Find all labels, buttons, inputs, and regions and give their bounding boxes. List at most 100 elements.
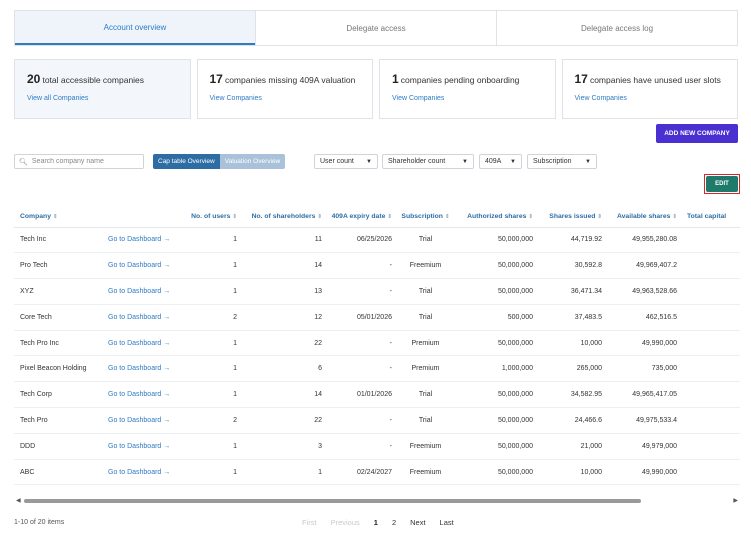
go-to-dashboard-link[interactable]: Go to Dashboard → [104,330,184,357]
summary-cards: 20 total accessible companies View all C… [14,59,738,119]
arrow-right-icon: → [161,442,171,450]
expiry-date-cell: - [326,278,396,305]
expiry-date-cell: - [326,330,396,357]
shareholders-cell: 14 [241,381,326,409]
company-name-cell: ABC [14,459,104,486]
sort-icon[interactable]: ⇕ [528,214,533,221]
sort-icon[interactable]: ⇕ [317,214,322,221]
subscription-cell: Trial [396,407,455,434]
authorized-shares-cell: 500,000 [455,304,537,331]
column-header-available-shares[interactable]: Available shares ⇕ [606,207,681,228]
expiry-date-cell: - [326,407,396,434]
last-page-button[interactable]: Last [439,518,454,527]
column-header-subscription[interactable]: Subscription ⇕ [396,207,455,228]
go-to-dashboard-link[interactable]: Go to Dashboard → [104,459,184,486]
view-companies-link[interactable]: View Companies [209,95,262,102]
column-header-409a-expiry[interactable]: 409A expiry date ⇕ [326,207,396,228]
table-row[interactable]: Tech Inc Go to Dashboard → 1 11 06/25/2026 Tr… [14,227,740,254]
scroll-right-icon[interactable]: ▶ [733,498,738,504]
card-count: 1 [392,72,399,86]
subscription-cell: Freemium [396,433,455,460]
go-to-dashboard-link[interactable]: Go to Dashboard → [104,227,184,254]
users-cell: 1 [184,433,241,460]
table-row[interactable]: Tech Pro Inc Go to Dashboard → 1 22- Premium… [14,330,740,357]
tab-account-overview[interactable]: Account overview [15,11,255,45]
table-row[interactable]: ABC Go to Dashboard → 1 1 02/24/2027 Freemium… [14,459,740,486]
company-name-cell: Tech Inc [14,227,104,254]
409a-dropdown[interactable]: 409A ▼ [479,154,522,169]
go-to-dashboard-link[interactable]: Go to Dashboard → [104,355,184,383]
shares-issued-cell: 24,466.6 [537,407,606,434]
tab-delegate-access-log[interactable]: Delegate access log [496,11,737,45]
users-cell: 2 [184,304,241,331]
go-to-dashboard-link[interactable]: Go to Dashboard → [104,278,184,305]
column-header-authorized-shares[interactable]: Authorized shares ⇕ [455,207,537,228]
shareholders-cell: 6 [241,355,326,383]
column-header-company[interactable]: Company ⇕ [14,207,104,228]
available-shares-cell: 49,965,417.05 [606,381,681,409]
caret-down-icon: ▼ [462,158,468,165]
shareholders-cell: 12 [241,304,326,331]
search-icon: 🔍︎ [19,158,28,166]
column-header-total-capital[interactable]: Total capital [681,207,740,228]
go-to-dashboard-link[interactable]: Go to Dashboard → [104,381,184,409]
authorized-shares-cell: 50,000,000 [455,330,537,357]
users-cell: 1 [184,227,241,254]
sort-icon[interactable]: ⇕ [597,214,602,221]
view-companies-link[interactable]: View Companies [392,95,445,102]
view-companies-link[interactable]: View Companies [574,95,627,102]
shareholder-count-dropdown[interactable]: Shareholder count ▼ [382,154,474,169]
shareholders-cell: 3 [241,433,326,460]
horizontal-scrollbar[interactable]: ◀ ▶ [14,497,740,505]
page-1-button[interactable]: 1 [373,518,378,527]
next-page-button[interactable]: Next [410,518,426,527]
dropdown-label: Shareholder count [388,158,446,165]
sort-icon[interactable]: ⇕ [672,214,677,221]
arrow-right-icon: → [161,236,171,244]
table-row[interactable]: Pro Tech Go to Dashboard → 1 14- Freemium 50,… [14,252,740,280]
table-row[interactable]: Tech Corp Go to Dashboard → 1 14 01/01/2026 T… [14,381,740,409]
subscription-dropdown[interactable]: Subscription ▼ [527,154,597,169]
company-name-cell: Pixel Beacon Holding [14,355,104,383]
scroll-left-icon[interactable]: ◀ [16,498,21,504]
edit-button[interactable]: EDIT [706,176,738,192]
sort-icon[interactable]: ⇕ [232,214,237,221]
sort-icon[interactable]: ⇕ [444,214,450,221]
go-to-dashboard-link[interactable]: Go to Dashboard → [104,433,184,460]
add-new-company-button[interactable]: ADD NEW COMPANY [656,124,738,143]
user-count-dropdown[interactable]: User count ▼ [314,154,378,169]
table-row[interactable]: Pixel Beacon Holding Go to Dashboard → 1 6-… [14,355,740,383]
column-header-shares-issued[interactable]: Shares issued ⇕ [537,207,606,228]
first-page-button[interactable]: First [302,518,317,527]
cap-table-overview-toggle[interactable]: Cap table Overview [153,154,220,169]
scrollbar-thumb[interactable] [24,499,641,503]
table-row[interactable]: XYZ Go to Dashboard → 1 13- Trial 50,000,000 3… [14,278,740,305]
total-capital-cell [681,278,740,305]
view-all-companies-link[interactable]: View all Companies [27,95,89,102]
table-row[interactable]: DDD Go to Dashboard → 1 3- Freemium 50,000,00… [14,433,740,460]
valuation-overview-toggle[interactable]: Valuation Overview [219,154,286,169]
sort-icon[interactable]: ⇕ [52,214,58,221]
go-to-dashboard-link[interactable]: Go to Dashboard → [104,407,184,434]
summary-card-missing-409a: 17 companies missing 409A valuation View… [196,59,373,119]
shares-issued-cell: 21,000 [537,433,606,460]
go-to-dashboard-label: Go to Dashboard [108,365,162,373]
sort-icon[interactable]: ⇕ [387,214,392,221]
column-header-users[interactable]: No. of users ⇕ [184,207,241,228]
search-input[interactable] [31,158,142,165]
authorized-shares-cell: 50,000,000 [455,459,537,486]
previous-page-button[interactable]: Previous [330,518,360,527]
go-to-dashboard-label: Go to Dashboard [108,262,162,270]
arrow-right-icon: → [161,313,171,321]
column-header-shareholders[interactable]: No. of shareholders ⇕ [241,207,326,228]
table-row[interactable]: Tech Pro Go to Dashboard → 2 22- Trial 50,000… [14,407,740,434]
table-row[interactable]: Core Tech Go to Dashboard → 2 12 05/01/2026 T… [14,304,740,331]
tab-delegate-access[interactable]: Delegate access [255,11,496,45]
go-to-dashboard-link[interactable]: Go to Dashboard → [104,304,184,331]
company-name-cell: Tech Pro Inc [14,330,104,357]
expiry-date-cell: 06/25/2026 [326,227,396,254]
go-to-dashboard-link[interactable]: Go to Dashboard → [104,252,184,280]
shareholders-cell: 1 [241,459,326,486]
edit-button-highlight: EDIT [704,174,740,194]
page-2-button[interactable]: 2 [391,518,397,527]
